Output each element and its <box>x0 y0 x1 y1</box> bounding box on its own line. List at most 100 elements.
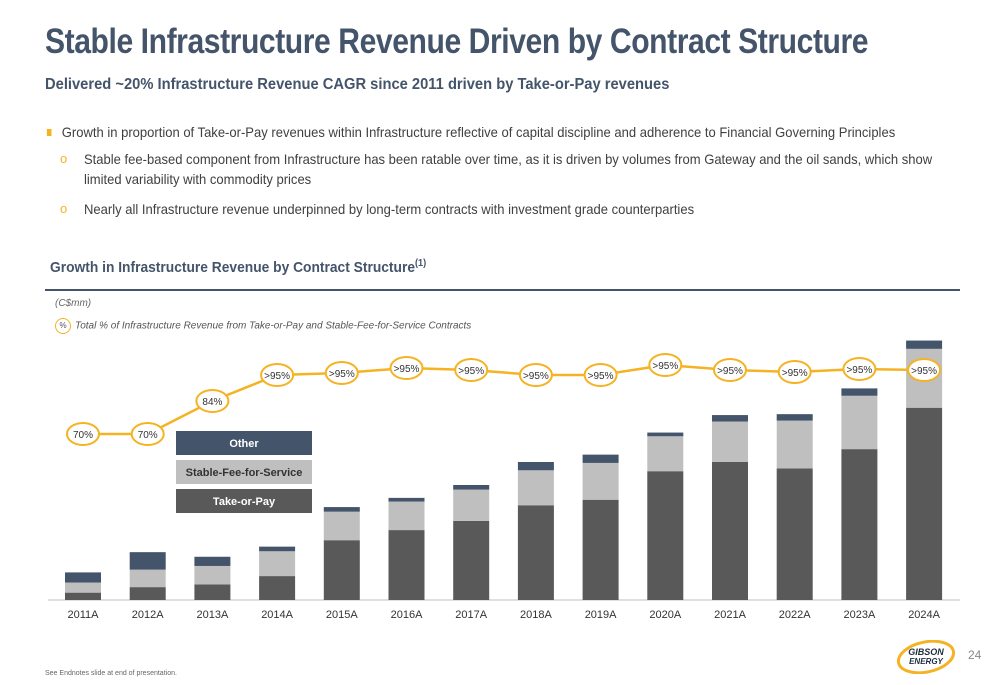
percent-marker <box>260 363 295 387</box>
page-number: 24 <box>968 648 982 662</box>
bar-segment-take-or-pay <box>712 462 748 600</box>
gibson-energy-logo: GIBSON ENERGY <box>896 640 956 674</box>
percent-circle-icon: % <box>55 318 71 334</box>
bar-segment-take-or-pay <box>129 587 166 600</box>
x-tick-label: 2018A <box>520 609 552 621</box>
chart-title: Growth in Infrastructure Revenue by Cont… <box>50 258 426 276</box>
percent-label: >95% <box>329 369 355 380</box>
bar-segment-other <box>517 462 554 471</box>
legend-swatch <box>176 489 312 513</box>
percent-marker <box>66 422 100 446</box>
x-tick-label: 2023A <box>843 609 875 621</box>
percent-label: 70% <box>138 430 158 441</box>
bar-segment-stable-fee-for-service <box>582 462 619 500</box>
percent-marker <box>713 358 747 382</box>
percent-marker <box>907 358 942 382</box>
bar-segment-other <box>841 388 878 396</box>
bar-segment-stable-fee-for-service <box>388 501 425 531</box>
bar-segment-other <box>647 432 684 437</box>
bar-segment-take-or-pay <box>582 499 619 600</box>
percent-label: >95% <box>782 368 808 379</box>
legend-label: Other <box>229 438 259 450</box>
bar-segment-stable-fee-for-service <box>65 582 101 593</box>
percent-label: >95% <box>652 361 678 372</box>
bar-segment-take-or-pay <box>841 449 878 600</box>
bar-segment-take-or-pay <box>776 468 813 600</box>
x-tick-label: 2011A <box>68 609 100 621</box>
bar-segment-other <box>712 415 748 422</box>
x-tick-label: 2016A <box>391 609 423 621</box>
page-subtitle: Delivered ~20% Infrastructure Revenue CA… <box>45 76 670 93</box>
footnote: See Endnotes slide at end of presentatio… <box>45 670 177 677</box>
percent-marker <box>130 422 165 446</box>
page-title: Stable Infrastructure Revenue Driven by … <box>45 22 869 61</box>
bar-segment-stable-fee-for-service <box>712 421 748 462</box>
x-tick-label: 2017A <box>455 609 487 621</box>
bar-segment-other <box>776 414 813 421</box>
legend-swatch <box>176 431 312 455</box>
bar-segment-take-or-pay <box>259 576 296 600</box>
percent-marker <box>389 356 424 380</box>
bullet-main: Growth in proportion of Take-or-Pay reve… <box>45 124 895 140</box>
section-divider <box>45 289 960 291</box>
bar-segment-other <box>194 556 231 566</box>
bar-segment-other <box>906 340 943 349</box>
bar-segment-take-or-pay <box>194 584 231 600</box>
bar-segment-other <box>65 572 101 583</box>
sub-bullet-marker: o <box>60 201 68 216</box>
legend-label: Stable-Fee-for-Service <box>186 467 303 479</box>
percent-label: 70% <box>73 430 93 441</box>
logo-text-bottom: ENERGY <box>909 657 943 666</box>
chart-title-text: Growth in Infrastructure Revenue by Cont… <box>50 259 415 276</box>
sub-bullet: o Nearly all Infrastructure revenue unde… <box>45 199 955 219</box>
percent-marker <box>842 357 877 381</box>
bar-segment-take-or-pay <box>323 540 360 600</box>
x-tick-label: 2022A <box>779 609 811 621</box>
percent-marker <box>518 363 553 387</box>
bar-segment-stable-fee-for-service <box>194 565 231 585</box>
bar-segment-other <box>129 552 166 570</box>
bar-segment-take-or-pay <box>65 592 101 600</box>
bar-segment-stable-fee-for-service <box>259 551 296 577</box>
bar-segment-take-or-pay <box>453 520 490 600</box>
percent-note-text: Total % of Infrastructure Revenue from T… <box>75 320 472 332</box>
chart-unit: (C$mm) <box>55 298 92 309</box>
logo-text-top: GIBSON <box>908 647 944 657</box>
sub-bullet-text: Nearly all Infrastructure revenue underp… <box>84 201 695 217</box>
x-tick-label: 2014A <box>261 609 293 621</box>
bar-segment-other <box>388 497 425 502</box>
percent-label: >95% <box>458 366 484 377</box>
percent-marker <box>195 389 230 413</box>
x-tick-label: 2013A <box>196 609 228 621</box>
bar-segment-take-or-pay <box>906 407 943 600</box>
percent-marker <box>324 361 359 385</box>
percent-label: >95% <box>588 371 614 382</box>
legend-swatch <box>176 460 312 484</box>
bar-segment-take-or-pay <box>388 530 425 600</box>
bar-segment-stable-fee-for-service <box>776 420 813 469</box>
percent-label: >95% <box>911 366 937 377</box>
bar-segment-other <box>259 546 296 552</box>
percent-label: >95% <box>717 366 743 377</box>
sub-bullet: o Stable fee-based component from Infras… <box>45 149 955 189</box>
sub-bullet-text: Stable fee-based component from Infrastr… <box>84 151 933 187</box>
bar-segment-stable-fee-for-service <box>129 569 166 588</box>
percent-marker <box>583 363 618 387</box>
percent-label: >95% <box>523 371 549 382</box>
x-tick-label: 2019A <box>585 609 617 621</box>
sub-bullet-marker: o <box>60 151 68 166</box>
percent-note: % Total % of Infrastructure Revenue from … <box>55 318 471 334</box>
percent-marker <box>454 358 489 382</box>
percent-label: >95% <box>394 364 420 375</box>
x-tick-label: 2024A <box>908 609 940 621</box>
bar-segment-stable-fee-for-service <box>647 436 684 472</box>
bar-segment-stable-fee-for-service <box>517 470 554 506</box>
x-tick-label: 2012A <box>132 609 164 621</box>
percent-label: >95% <box>846 365 872 376</box>
bar-segment-other <box>323 507 360 512</box>
percent-marker <box>777 360 812 384</box>
x-tick-label: 2020A <box>649 609 681 621</box>
x-tick-label: 2015A <box>326 609 358 621</box>
x-tick-label: 2021A <box>714 609 746 621</box>
